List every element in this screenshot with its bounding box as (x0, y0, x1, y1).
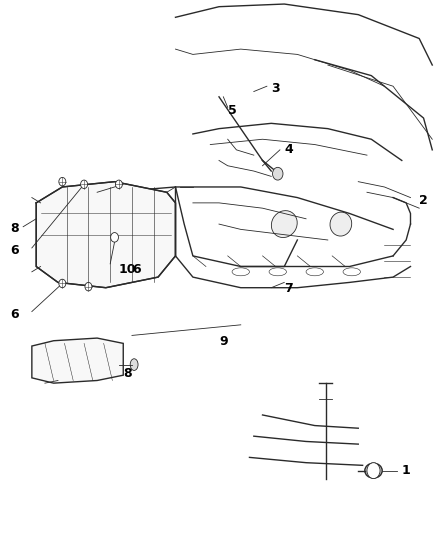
Text: 1: 1 (402, 464, 410, 477)
Text: 4: 4 (284, 143, 293, 156)
Text: 5: 5 (228, 103, 237, 117)
Circle shape (81, 180, 88, 189)
Text: 2: 2 (419, 193, 428, 207)
Ellipse shape (269, 268, 286, 276)
Ellipse shape (272, 211, 297, 238)
Ellipse shape (343, 268, 360, 276)
Text: 8: 8 (123, 367, 132, 380)
Circle shape (59, 279, 66, 288)
Circle shape (116, 180, 122, 189)
Text: 6: 6 (132, 263, 141, 276)
Ellipse shape (330, 212, 352, 236)
Ellipse shape (306, 268, 323, 276)
Text: 7: 7 (284, 282, 293, 295)
Text: 6: 6 (10, 308, 19, 321)
Circle shape (367, 463, 380, 479)
Text: 8: 8 (10, 222, 19, 235)
Ellipse shape (365, 463, 382, 478)
Text: 3: 3 (271, 83, 280, 95)
Ellipse shape (130, 359, 138, 370)
Circle shape (272, 167, 283, 180)
Text: 10: 10 (119, 263, 136, 276)
Text: 6: 6 (10, 244, 19, 257)
Ellipse shape (232, 268, 250, 276)
Polygon shape (36, 182, 176, 288)
Circle shape (59, 177, 66, 186)
Polygon shape (32, 338, 123, 383)
Circle shape (85, 282, 92, 291)
Circle shape (111, 232, 118, 242)
Text: 9: 9 (219, 335, 228, 348)
